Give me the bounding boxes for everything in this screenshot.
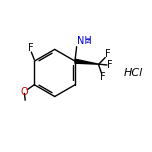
Text: F: F — [100, 72, 105, 82]
Text: 2: 2 — [85, 38, 90, 44]
Text: NH: NH — [77, 36, 92, 46]
Polygon shape — [75, 59, 99, 64]
Text: F: F — [28, 43, 33, 53]
Text: F: F — [105, 49, 111, 59]
Text: HCl: HCl — [124, 68, 143, 78]
Text: F: F — [107, 60, 113, 70]
Text: O: O — [21, 87, 28, 97]
